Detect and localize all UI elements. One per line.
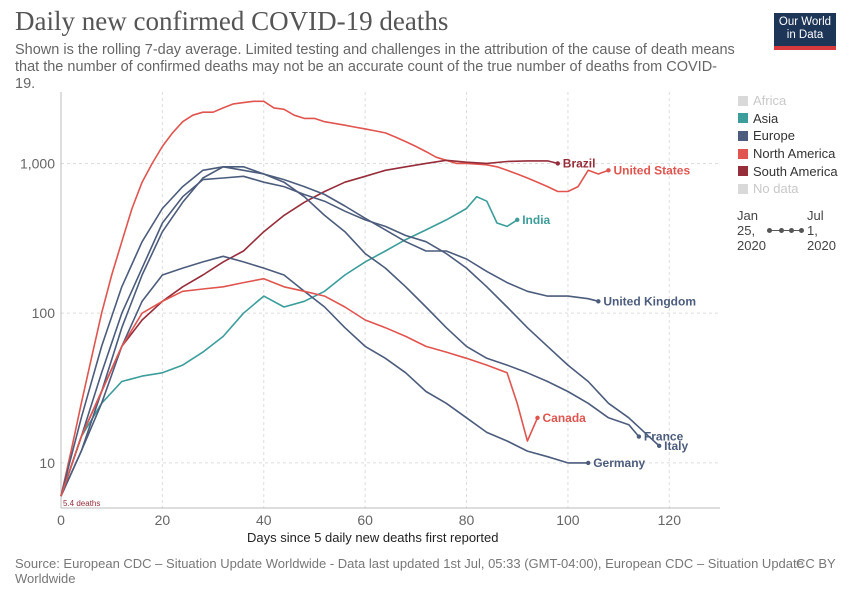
series-label: Italy (664, 439, 688, 453)
series-end-marker (535, 415, 540, 421)
series-line (60, 195, 518, 497)
series-line (60, 175, 660, 497)
series-label: Brazil (563, 156, 596, 170)
series-label: United Kingdom (603, 294, 696, 308)
legend-label: Asia (753, 110, 779, 126)
series-label: France (644, 430, 684, 444)
legend-swatch (738, 166, 748, 177)
legend-item[interactable]: Asia (738, 110, 838, 128)
x-tick-label: 40 (256, 512, 272, 528)
series-line (60, 255, 589, 497)
legend-label: South America (753, 163, 838, 179)
source-note: Source: European CDC – Situation Update … (15, 556, 804, 586)
legend-swatch (738, 95, 748, 106)
series-label: Canada (543, 411, 587, 425)
x-tick-label: 20 (155, 512, 171, 528)
series-end-marker (636, 434, 642, 439)
legend: Africa Asia Europe North America South Ameri… (738, 92, 838, 198)
license-label: CC BY (796, 556, 836, 571)
x-tick-label: 100 (556, 512, 580, 528)
legend-label: North America (753, 146, 836, 162)
timeline-track[interactable] (767, 227, 804, 233)
start-annotation: 5.4 deaths (63, 499, 100, 508)
legend-swatch (738, 130, 748, 141)
x-axis-label: Days since 5 daily new deaths first repo… (247, 530, 499, 545)
series-label: India (522, 213, 550, 227)
legend-label: No data (753, 181, 799, 197)
timeline-dot (779, 227, 784, 233)
legend-label: Europe (753, 128, 795, 144)
logo-line-1: Our World (778, 16, 832, 28)
series-end-marker (606, 168, 611, 173)
x-tick-label: 120 (658, 512, 682, 528)
x-tick-label: 60 (357, 512, 373, 528)
y-tick-label: 1,000 (20, 155, 55, 171)
series-end-marker (515, 217, 520, 223)
legend-swatch (738, 113, 748, 124)
legend-swatch (738, 183, 748, 194)
legend-item[interactable]: Europe (738, 127, 838, 145)
series-line (60, 166, 599, 497)
series-line (60, 166, 640, 497)
series-end-marker (596, 299, 601, 304)
series-end-marker (586, 460, 591, 466)
logo-line-2: in Data (786, 29, 824, 41)
timeline-start-handle[interactable] (767, 227, 772, 233)
series-line (60, 159, 558, 497)
x-tick-label: 0 (57, 512, 65, 528)
legend-label: Africa (753, 93, 787, 109)
series-line (60, 277, 539, 497)
legend-item[interactable]: No data (738, 180, 838, 198)
x-tick-label: 80 (459, 512, 475, 528)
timeline-start-label: Jan 25, 2020 (737, 208, 766, 253)
y-tick-label: 10 (39, 455, 55, 471)
chart-title: Daily new confirmed COVID-19 deaths (15, 6, 449, 36)
timeline-end-handle[interactable] (799, 227, 804, 233)
legend-swatch (738, 148, 748, 159)
series-label: Germany (593, 456, 645, 470)
series-label: United States (613, 163, 690, 177)
owid-logo[interactable]: Our World in Data (774, 13, 836, 50)
chart-subtitle: Shown is the rolling 7-day average. Limi… (15, 42, 735, 92)
y-tick-label: 100 (32, 305, 56, 321)
legend-item[interactable]: North America (738, 145, 838, 163)
series-end-marker (656, 443, 662, 449)
timeline-dot (789, 227, 794, 233)
series-end-marker (555, 161, 560, 166)
legend-item[interactable]: Africa (738, 92, 838, 110)
series-line (60, 100, 609, 497)
legend-item[interactable]: South America (738, 162, 838, 180)
timeline-end-label: Jul 1, 2020 (807, 208, 836, 253)
